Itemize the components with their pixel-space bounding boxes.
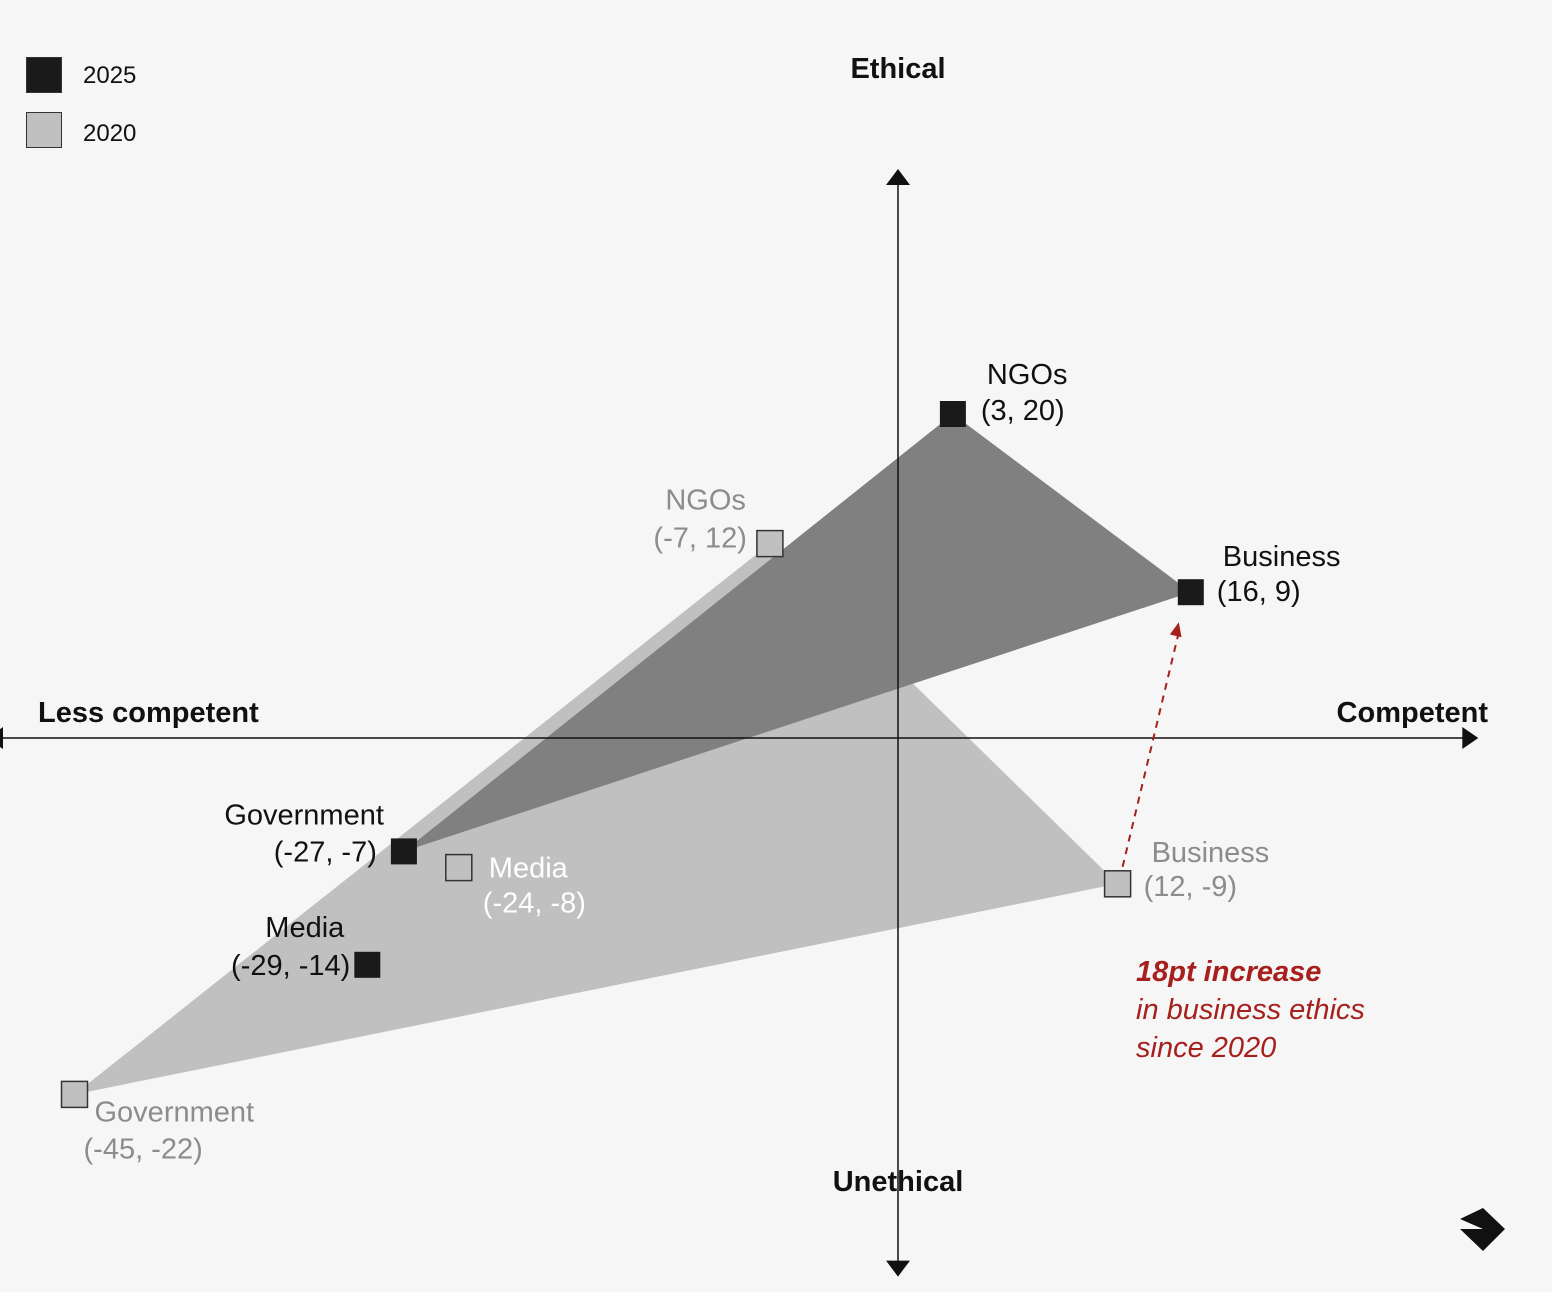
point-name-2020-government: Government bbox=[95, 1096, 255, 1128]
point-coords-2020-business: (12, -9) bbox=[1144, 871, 1237, 903]
point-name-2025-media: Media bbox=[265, 912, 345, 944]
legend-label-2020: 2020 bbox=[83, 120, 137, 147]
marker-2025-business bbox=[1177, 579, 1204, 606]
arrow-turn-icon bbox=[1460, 1208, 1505, 1251]
point-coords-2025-business: (16, 9) bbox=[1217, 576, 1301, 608]
marker-2020-business bbox=[1103, 870, 1132, 898]
marker-2020-media bbox=[445, 853, 473, 882]
annotation-arrow-line bbox=[1121, 631, 1180, 868]
marker-2020-ngos bbox=[756, 529, 784, 558]
x-axis-arrow-left bbox=[0, 727, 3, 749]
x-axis-title-right: Competent bbox=[1337, 697, 1489, 729]
y-axis-arrow-up bbox=[886, 169, 910, 185]
area-2025 bbox=[403, 414, 1191, 852]
point-coords-2020-ngos: (-7, 12) bbox=[653, 523, 746, 555]
x-axis-title-left: Less competent bbox=[38, 697, 259, 729]
point-name-2025-business: Business bbox=[1223, 541, 1341, 573]
marker-2025-government bbox=[390, 838, 417, 865]
marker-2020-government bbox=[60, 1080, 89, 1109]
marker-2025-ngos bbox=[939, 401, 966, 427]
point-name-2020-ngos: NGOs bbox=[665, 485, 746, 517]
annotation-line-1: 18pt increase bbox=[1136, 956, 1321, 988]
point-name-2020-media: Media bbox=[489, 853, 569, 885]
point-coords-2020-government: (-45, -22) bbox=[84, 1133, 203, 1165]
point-coords-2020-media: (-24, -8) bbox=[483, 888, 586, 920]
point-name-2025-ngos: NGOs bbox=[987, 359, 1068, 391]
y-axis-title-top: Ethical bbox=[850, 53, 945, 85]
point-coords-2025-government: (-27, -7) bbox=[274, 836, 377, 868]
x-axis-arrow-right bbox=[1462, 727, 1479, 749]
y-axis-arrow-down bbox=[886, 1260, 910, 1277]
legend-swatch-2025 bbox=[26, 57, 62, 93]
annotation-line-3: since 2020 bbox=[1136, 1032, 1276, 1064]
y-axis-title-bottom: Unethical bbox=[833, 1166, 964, 1198]
legend-label-2025: 2025 bbox=[83, 62, 137, 89]
point-name-2020-business: Business bbox=[1152, 837, 1270, 869]
point-coords-2025-media: (-29, -14) bbox=[231, 950, 350, 982]
annotation-arrow-head bbox=[1169, 622, 1182, 638]
point-name-2025-government: Government bbox=[224, 799, 384, 831]
annotation-line-2: in business ethics bbox=[1136, 994, 1365, 1026]
point-coords-2025-ngos: (3, 20) bbox=[981, 395, 1065, 427]
marker-2025-media bbox=[354, 951, 381, 978]
legend-swatch-2020 bbox=[26, 112, 62, 148]
